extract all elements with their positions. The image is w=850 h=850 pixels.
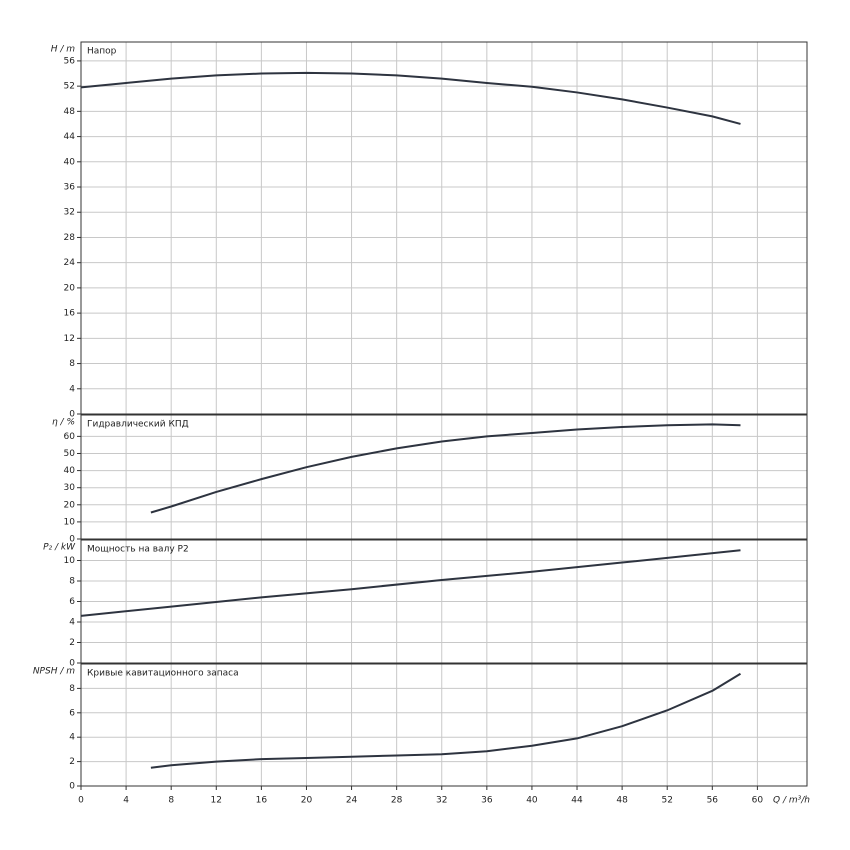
- y-tick-label: 28: [64, 233, 76, 243]
- y-tick-label: 0: [69, 659, 75, 669]
- y-tick-label: 8: [69, 577, 75, 587]
- panel-title: Мощность на валу P2: [87, 545, 189, 555]
- x-tick-label: 8: [168, 796, 174, 806]
- panel-title: Кривые кавитационного запаса: [87, 669, 239, 679]
- x-tick-label: 48: [616, 796, 628, 806]
- y-tick-label: 32: [64, 208, 75, 218]
- x-tick-label: 12: [211, 796, 222, 806]
- y-tick-label: 4: [69, 733, 75, 743]
- y-tick-label: 20: [64, 500, 76, 510]
- y-tick-label: 30: [64, 483, 76, 493]
- x-tick-label: 44: [571, 796, 583, 806]
- y-tick-label: 0: [69, 410, 75, 420]
- x-tick-label: 0: [78, 796, 84, 806]
- x-tick-label: 24: [346, 796, 358, 806]
- y-axis-label: NPSH / m: [33, 667, 75, 677]
- y-tick-label: 8: [69, 684, 75, 694]
- x-tick-label: 28: [391, 796, 403, 806]
- y-tick-label: 40: [64, 157, 76, 167]
- y-tick-label: 2: [69, 757, 75, 767]
- x-tick-label: 16: [256, 796, 268, 806]
- plot-frame: [80, 663, 808, 787]
- y-tick-label: 10: [64, 556, 76, 566]
- y-tick-label: 50: [64, 449, 76, 459]
- y-tick-label: 20: [64, 283, 76, 293]
- y-tick-label: 16: [64, 309, 76, 319]
- plot-frame: [80, 414, 808, 540]
- y-axis-label: η / %: [52, 418, 75, 428]
- curve: [80, 549, 741, 617]
- curve: [80, 71, 741, 125]
- y-tick-label: 48: [64, 107, 76, 117]
- y-tick-label: 8: [69, 359, 75, 369]
- panel-title: Гидравлический КПД: [87, 420, 189, 430]
- curve: [150, 423, 741, 514]
- y-tick-label: 56: [64, 56, 76, 66]
- plot-frame: [80, 41, 808, 415]
- panel-title: Напор: [87, 47, 117, 57]
- y-tick-label: 40: [64, 466, 76, 476]
- y-tick-label: 6: [69, 708, 75, 718]
- x-axis-label: Q / m³/h: [773, 796, 810, 806]
- curve: [150, 672, 742, 769]
- x-tick-label: 4: [123, 796, 129, 806]
- y-axis-label: P₂ / kW: [43, 543, 76, 553]
- x-tick-label: 20: [301, 796, 313, 806]
- y-axis-label: H / m: [51, 45, 76, 55]
- y-tick-label: 36: [64, 183, 76, 193]
- y-tick-label: 12: [64, 334, 75, 344]
- x-tick-label: 52: [661, 796, 672, 806]
- y-tick-label: 0: [69, 535, 75, 545]
- y-tick-label: 4: [69, 384, 75, 394]
- plot-frame: [80, 539, 808, 664]
- x-tick-label: 36: [481, 796, 493, 806]
- y-tick-label: 52: [64, 82, 75, 92]
- y-tick-label: 2: [69, 638, 75, 648]
- y-tick-label: 0: [69, 782, 75, 792]
- x-tick-label: 60: [752, 796, 764, 806]
- y-tick-label: 6: [69, 597, 75, 607]
- y-tick-label: 24: [64, 258, 76, 268]
- y-tick-label: 44: [64, 132, 76, 142]
- y-tick-label: 60: [64, 432, 76, 442]
- x-tick-label: 32: [436, 796, 447, 806]
- x-tick-label: 40: [526, 796, 538, 806]
- y-tick-label: 10: [64, 517, 76, 527]
- y-tick-label: 4: [69, 618, 75, 628]
- x-tick-label: 56: [707, 796, 719, 806]
